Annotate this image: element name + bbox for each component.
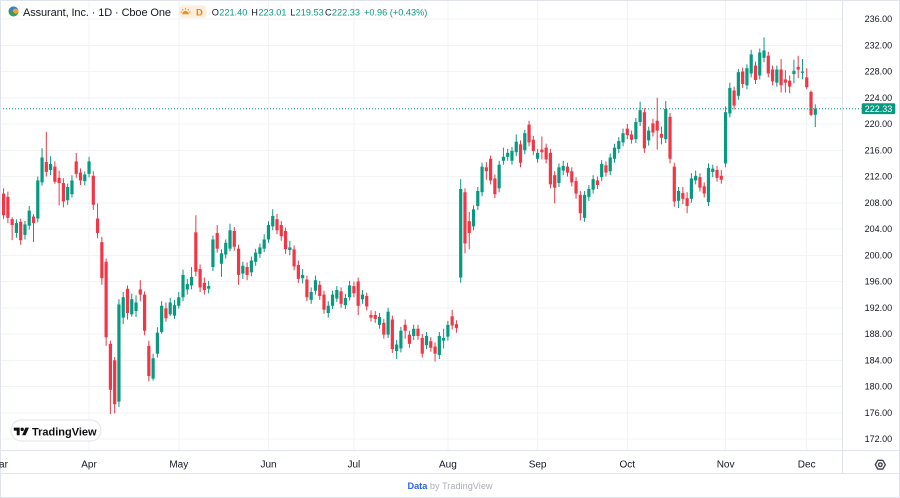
svg-text:180.00: 180.00 bbox=[865, 382, 893, 392]
svg-text:Aug: Aug bbox=[439, 460, 457, 471]
svg-text:188.00: 188.00 bbox=[865, 329, 893, 339]
svg-text:Nov: Nov bbox=[717, 460, 735, 471]
svg-text:222.33: 222.33 bbox=[865, 104, 893, 114]
svg-text:223.01: 223.01 bbox=[258, 7, 286, 17]
svg-text:196.00: 196.00 bbox=[865, 277, 893, 287]
svg-text:172.00: 172.00 bbox=[865, 434, 893, 444]
svg-text:224.00: 224.00 bbox=[865, 93, 893, 103]
svg-text:216.00: 216.00 bbox=[865, 145, 893, 155]
svg-text:D: D bbox=[196, 7, 203, 18]
svg-text:Jul: Jul bbox=[348, 460, 361, 471]
svg-text:236.00: 236.00 bbox=[865, 14, 893, 24]
svg-text:204.00: 204.00 bbox=[865, 224, 893, 234]
svg-text:C: C bbox=[325, 7, 332, 17]
svg-text:Jun: Jun bbox=[260, 460, 276, 471]
svg-text:220.00: 220.00 bbox=[865, 119, 893, 129]
svg-text:L: L bbox=[290, 7, 295, 17]
svg-text:+0.96 (+0.43%): +0.96 (+0.43%) bbox=[364, 7, 427, 17]
svg-text:192.00: 192.00 bbox=[865, 303, 893, 313]
svg-text:200.00: 200.00 bbox=[865, 250, 893, 260]
svg-text:208.00: 208.00 bbox=[865, 198, 893, 208]
svg-text:222.33: 222.33 bbox=[332, 7, 360, 17]
svg-text:Assurant, Inc. · 1D · Cboe One: Assurant, Inc. · 1D · Cboe One bbox=[23, 7, 171, 19]
svg-text:May: May bbox=[169, 460, 188, 471]
svg-text:Oct: Oct bbox=[620, 460, 636, 471]
svg-text:Dec: Dec bbox=[798, 460, 816, 471]
svg-text:228.00: 228.00 bbox=[865, 67, 893, 77]
svg-text:Sep: Sep bbox=[529, 460, 547, 471]
svg-text:H: H bbox=[251, 7, 258, 17]
svg-text:219.53: 219.53 bbox=[296, 7, 324, 17]
svg-text:O: O bbox=[212, 7, 219, 17]
svg-text:TradingView: TradingView bbox=[32, 427, 97, 439]
svg-text:184.00: 184.00 bbox=[865, 355, 893, 365]
svg-text:Mar: Mar bbox=[0, 460, 9, 471]
svg-text:176.00: 176.00 bbox=[865, 408, 893, 418]
svg-text:Apr: Apr bbox=[81, 460, 97, 471]
svg-text:212.00: 212.00 bbox=[865, 172, 893, 182]
svg-text:232.00: 232.00 bbox=[865, 41, 893, 51]
svg-text:221.40: 221.40 bbox=[219, 7, 247, 17]
svg-text:Data by TradingView: Data by TradingView bbox=[407, 481, 492, 491]
